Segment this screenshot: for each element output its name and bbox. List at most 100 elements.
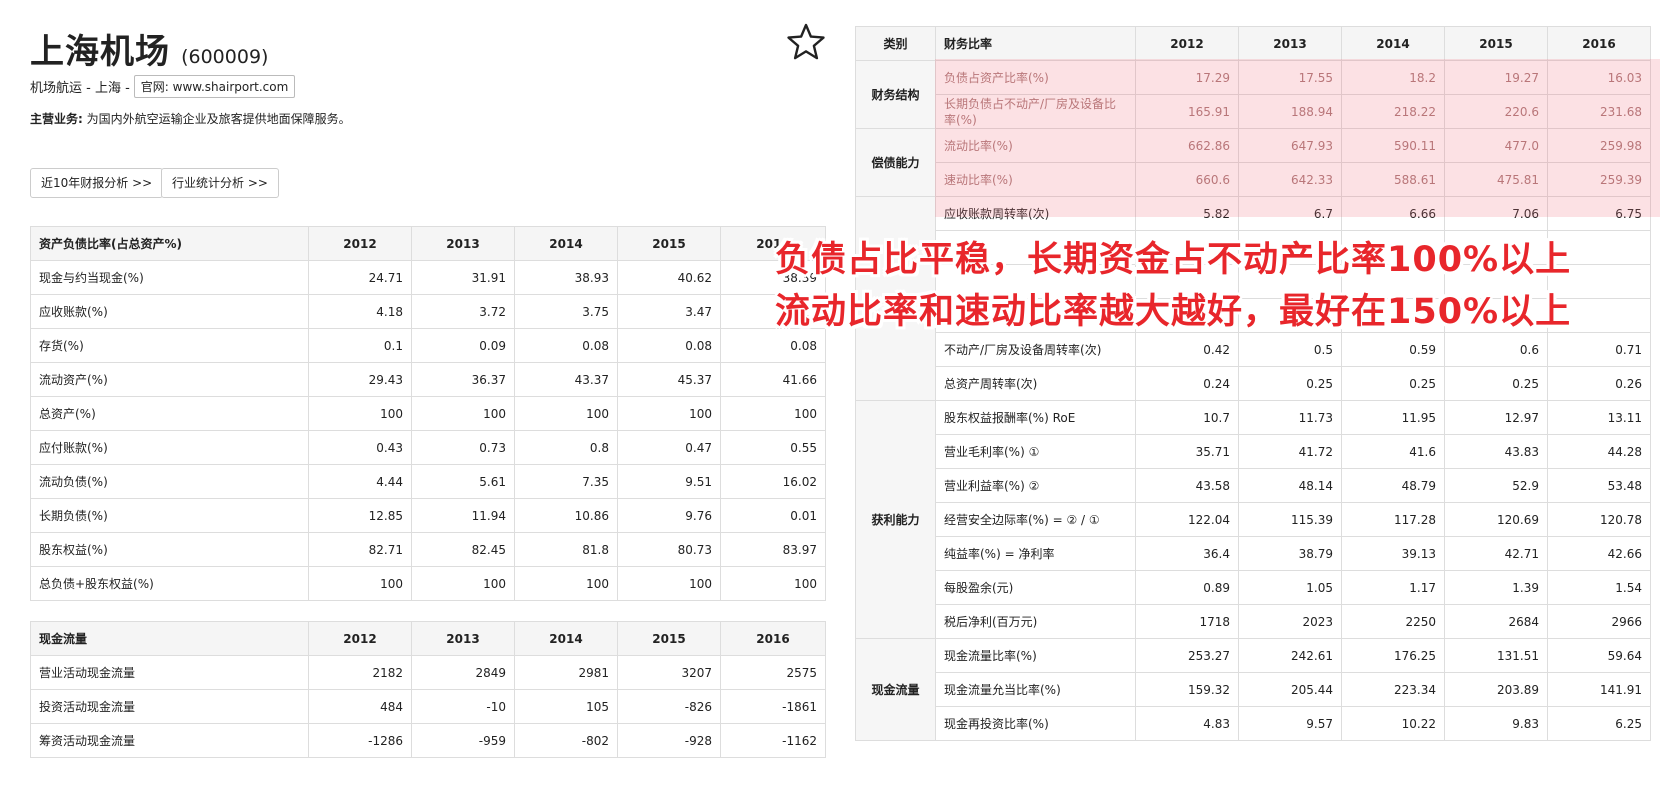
row-value: -928 [617, 723, 721, 758]
ratio-value [1547, 298, 1651, 333]
row-label: 流动资产(%) [30, 362, 309, 397]
ratio-value: 242.61 [1238, 638, 1342, 673]
ratio-value: 141.91 [1547, 672, 1651, 707]
row-value: 0.08 [514, 328, 618, 363]
ratio-category: 现金流量 [855, 638, 936, 741]
ratio-value: 1.05 [1238, 570, 1342, 605]
ratio-value [1135, 264, 1239, 299]
ratio-value: 48.14 [1238, 468, 1342, 503]
ratio-value: 43.58 [1135, 468, 1239, 503]
ratio-value: 16.03 [1547, 60, 1651, 95]
table-row: 流动资产(%) 29.43 36.37 43.37 45.37 41.66 [30, 362, 826, 397]
table-row: 每股盈余(元) 0.89 1.05 1.17 1.39 1.54 [856, 570, 1651, 605]
ratio-value [1135, 298, 1239, 333]
row-value: 484 [308, 689, 412, 724]
year-header: 2016 [720, 226, 826, 261]
table-row: 流动负债(%) 4.44 5.61 7.35 9.51 16.02 [30, 464, 826, 499]
ratio-value: 220.6 [1444, 94, 1548, 129]
star-icon[interactable] [786, 22, 826, 62]
row-value: 0.43 [308, 430, 412, 465]
table-row: 筹资活动现金流量 -1286 -959 -802 -928 -1162 [30, 723, 826, 758]
row-value: 40.62 [617, 260, 721, 295]
table-header-row: 资产负债比率(占总资产%) 2012 2013 2014 2015 2016 [30, 226, 826, 261]
row-value: 31.91 [411, 260, 515, 295]
ratio-value: 12.97 [1444, 400, 1548, 435]
ratio-label: 负债占资产比率(%) [935, 60, 1136, 95]
year-header: 2013 [1238, 26, 1342, 61]
row-label: 筹资活动现金流量 [30, 723, 309, 758]
ratio-label: 现金再投资比率(%) [935, 706, 1136, 741]
business-label: 主营业务: [30, 112, 83, 126]
ratio-label: 总资产周转率(次) [935, 366, 1136, 401]
table-row: 营业毛利率(%) ① 35.71 41.72 41.6 43.83 44.28 [856, 434, 1651, 469]
table-row: 营业利益率(%) ② 43.58 48.14 48.79 52.9 53.48 [856, 468, 1651, 503]
row-value: 82.71 [308, 532, 412, 567]
table-row: 速动比率(%) 660.6 642.33 588.61 475.81 259.39 [856, 162, 1651, 197]
ratio-value: 0.26 [1547, 366, 1651, 401]
ratio-header: 财务比率 [935, 26, 1136, 61]
year-header: 2016 [1547, 26, 1651, 61]
table-row: 应收账款(%) 4.18 3.72 3.75 3.47 3.27 [30, 294, 826, 329]
ratio-label: 现金流量比率(%) [935, 638, 1136, 673]
ratio-value: 10.22 [1341, 706, 1445, 741]
row-value: 10.86 [514, 498, 618, 533]
row-value: 100 [308, 566, 412, 601]
ratio-value: 59.64 [1547, 638, 1651, 673]
table-row: 应付账款(%) 0.43 0.73 0.8 0.47 0.55 [30, 430, 826, 465]
table-row: 税后净利(百万元) 1718 2023 2250 2684 2966 [856, 604, 1651, 639]
industry-stats-button[interactable]: 行业统计分析 >> [161, 168, 279, 198]
ratio-value [1341, 230, 1445, 265]
ratio-label: 现金流量允当比率(%) [935, 672, 1136, 707]
row-value: 81.8 [514, 532, 618, 567]
report-analysis-button[interactable]: 近10年财报分析 >> [30, 168, 164, 198]
table-row: 财务结构 负债占资产比率(%) 17.29 17.55 18.2 19.27 16.03 [855, 60, 1651, 129]
ratio-value: 6.7 [1238, 196, 1342, 231]
website-link[interactable]: 官网: www.shairport.com [133, 75, 296, 98]
ratio-value: 223.34 [1341, 672, 1445, 707]
ratio-value [1547, 230, 1651, 265]
year-header: 2016 [720, 621, 826, 656]
ratio-value: 0.24 [1135, 366, 1239, 401]
ratio-label [935, 230, 1136, 265]
ratio-value: 188.94 [1238, 94, 1342, 129]
company-meta: 机场航运 - 上海 - 官网: www.shairport.com [30, 75, 296, 98]
row-label: 存货(%) [30, 328, 309, 363]
ratio-category: 获利能力 [855, 400, 936, 639]
ratio-value: 17.55 [1238, 60, 1342, 95]
row-value: 83.97 [720, 532, 826, 567]
ratio-label: 长期负债占不动产/厂房及设备比率(%) [935, 94, 1136, 129]
row-value: 45.37 [617, 362, 721, 397]
row-value: 12.85 [308, 498, 412, 533]
ratio-value: 120.78 [1547, 502, 1651, 537]
table-row [856, 264, 1651, 299]
table-row: 纯益率(%) = 净利率 36.4 38.79 39.13 42.71 42.66 [856, 536, 1651, 571]
ratio-value: 159.32 [1135, 672, 1239, 707]
row-label: 投资活动现金流量 [30, 689, 309, 724]
row-value: 100 [720, 396, 826, 431]
row-value: 3207 [617, 655, 721, 690]
row-value: 100 [308, 396, 412, 431]
ratio-value: 9.57 [1238, 706, 1342, 741]
ratio-value: 590.11 [1341, 128, 1445, 163]
row-value: -1162 [720, 723, 826, 758]
ratio-value: 117.28 [1341, 502, 1445, 537]
ratio-value: 1.54 [1547, 570, 1651, 605]
ratio-value: 0.25 [1444, 366, 1548, 401]
row-label: 股东权益(%) [30, 532, 309, 567]
row-value: 9.76 [617, 498, 721, 533]
year-header: 2013 [411, 621, 515, 656]
row-value: -959 [411, 723, 515, 758]
table-header-row: 现金流量 2012 2013 2014 2015 2016 [30, 621, 826, 656]
ratio-category: 财务结构 [855, 60, 936, 129]
table-row: 应收账款周转率(次) 5.82 6.7 6.66 7.06 6.75 [855, 196, 1651, 401]
ratio-value: 131.51 [1444, 638, 1548, 673]
row-value: 0.73 [411, 430, 515, 465]
industry-region: 机场航运 - 上海 - [30, 81, 130, 96]
ratio-value: 477.0 [1444, 128, 1548, 163]
year-header: 2012 [1135, 26, 1239, 61]
ratio-value: 0.25 [1238, 366, 1342, 401]
row-label: 流动负债(%) [30, 464, 309, 499]
ratio-value: 647.93 [1238, 128, 1342, 163]
ratio-value: 11.73 [1238, 400, 1342, 435]
ratio-value: 7.06 [1444, 196, 1548, 231]
